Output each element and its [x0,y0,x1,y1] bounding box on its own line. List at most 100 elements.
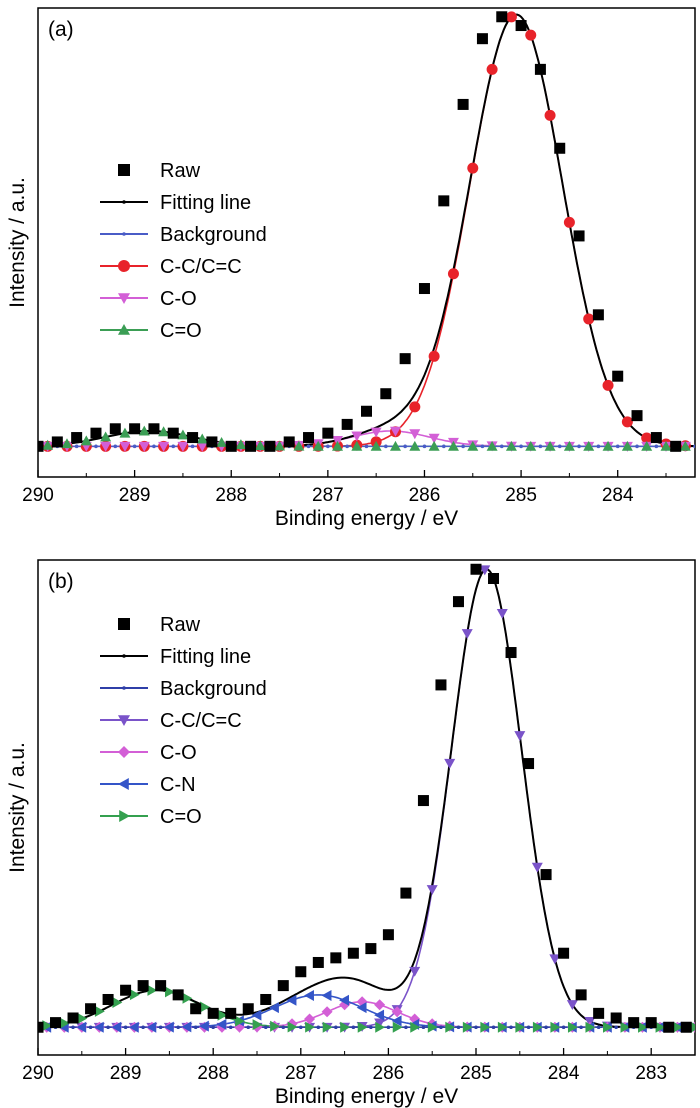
panel-b-background-marker [351,1025,356,1030]
panel-a-raw-point [264,440,276,452]
panel-a-raw-point [515,20,527,32]
panel-b-raw-point [242,1003,254,1015]
panel-a-marker-c-o [332,440,344,451]
panel-b-raw-point [610,1012,622,1024]
panel-a-marker-c-o [42,439,54,450]
panel-a-raw-point [438,195,450,207]
panel-b-marker-c-o [305,1021,316,1033]
panel-b-x-tick-label: 286 [373,1063,405,1084]
panel-b-x-tick-label: 288 [197,1063,229,1084]
panel-b-marker-c-n [181,1021,192,1033]
panel-a-background-marker [326,444,330,449]
panel-b-marker-c-o [165,986,175,998]
panel-b-marker-c-o [638,1021,648,1033]
panel-b-x-axis-title: Binding energy / eV [275,1085,458,1108]
panel-a-marker-c-o [158,426,170,437]
panel-b-marker-c-o [200,1001,210,1013]
panel-b-background-marker [491,1025,496,1030]
panel-b-raw-point [558,947,570,959]
panel-a-x-tick-label: 290 [22,485,54,506]
panel-a-marker-c-c-c-c [583,313,595,325]
panel-a-raw-point [283,436,295,448]
panel-a-background-marker [74,444,79,449]
panel-b-marker-c-o [77,1013,88,1025]
panel-a-x-tick-label: 285 [505,485,537,506]
panel-b-marker-c-c-c-c [374,1018,386,1029]
panel-a-background-marker [441,444,446,449]
panel-a-background-marker [113,444,118,449]
panel-b-marker-c-o [59,1017,70,1029]
panel-b-marker-c-o [673,1021,683,1033]
panel-a-background-marker [152,444,156,449]
panel-b-raw-point [120,984,132,996]
panel-a-marker-c-o [274,440,286,451]
panel-a-marker-c-o [100,441,112,452]
panel-b-raw-point [663,1021,675,1033]
panel-a-raw-point [476,33,488,45]
panel-b-marker-c-o [427,1021,438,1033]
panel-b-background-marker [404,1025,408,1030]
panel-b-marker-c-o [235,1015,245,1027]
panel-a-raw-point [129,423,141,435]
panel-b-marker-c-o [391,1006,403,1018]
panel-b-background-marker [299,1025,303,1030]
panel-b-raw-point [470,563,482,575]
panel-b-legend-c-n-marker [118,778,129,790]
panel-b-background-marker [614,1025,618,1030]
panel-b-marker-c-o [567,1021,578,1033]
panel-a-background-marker [403,444,407,449]
panel-a-marker-c-o [351,440,363,451]
panel-a-marker-c-o [428,440,440,451]
panel-b-marker-c-o [532,1021,543,1033]
panel-a-marker-c-o [447,440,459,451]
panel-b-background-marker [263,1025,268,1030]
panel-b-raw-point [207,1007,219,1019]
panel-a-marker-c-c-c-c [525,29,537,41]
panel-b-marker-c-c-c-c [496,608,508,619]
panel-a-background-marker [615,444,620,449]
panel-b-marker-c-o [270,1020,281,1032]
panel-b-background-marker [123,1025,128,1030]
panel-a-background-marker [596,444,601,449]
panel-b-marker-c-n [93,1021,104,1033]
panel-b-legend-c-o-marker [119,810,130,822]
panel-b-marker-c-o [462,1021,473,1033]
panel-a-raw-point [225,440,237,452]
panel-a-raw-point [361,405,372,417]
panel-b-marker-c-o [287,1021,298,1033]
panel-b-marker-c-o [515,1021,526,1033]
panel-a-marker-c-o [583,440,595,451]
panel-a-raw-point [38,440,44,452]
panel-b-marker-c-o [217,1009,228,1021]
panel-b-background-marker [88,1025,93,1030]
panel-a-curve-c-c-c-c [38,13,695,448]
panel-a-marker-c-o [621,440,633,451]
panel-a-background-marker [306,444,311,449]
panel-b-raw-point [365,943,377,955]
panel-b-marker-c-n [286,994,297,1006]
panel-a-marker-c-o [602,440,614,451]
panel-b-raw-point [295,966,307,978]
panel-a-marker-c-o [389,440,401,451]
panel-b-marker-c-n [321,990,332,1002]
panel-a-background-marker [190,444,195,449]
panel-b-marker-c-o [286,1018,298,1030]
panel-b-background-marker [526,1025,531,1030]
panel-b-background-marker [596,1025,601,1030]
panel-a-raw-point [148,423,160,435]
panel-b-marker-c-c-c-c [461,629,473,640]
panel-a-marker-c-o [351,431,363,442]
panel-b-raw-point [155,980,167,992]
panel-a-marker-c-o [389,426,401,437]
panel-b-raw-point [452,596,464,608]
panel-b-raw-point [85,1003,97,1015]
panel-b-legend-background-marker [122,686,126,690]
panel-a-legend-background-marker [122,232,126,236]
panel-a-marker-c-c-c-c [505,11,517,23]
panel-a-raw-point [206,436,218,448]
panel-a-background-marker [422,444,427,449]
panel-a-raw-point [573,230,585,242]
panel-a-marker-c-o [119,441,131,452]
panel-b-marker-c-o [322,1021,333,1033]
panel-a-legend-background-label: Background [160,224,267,246]
